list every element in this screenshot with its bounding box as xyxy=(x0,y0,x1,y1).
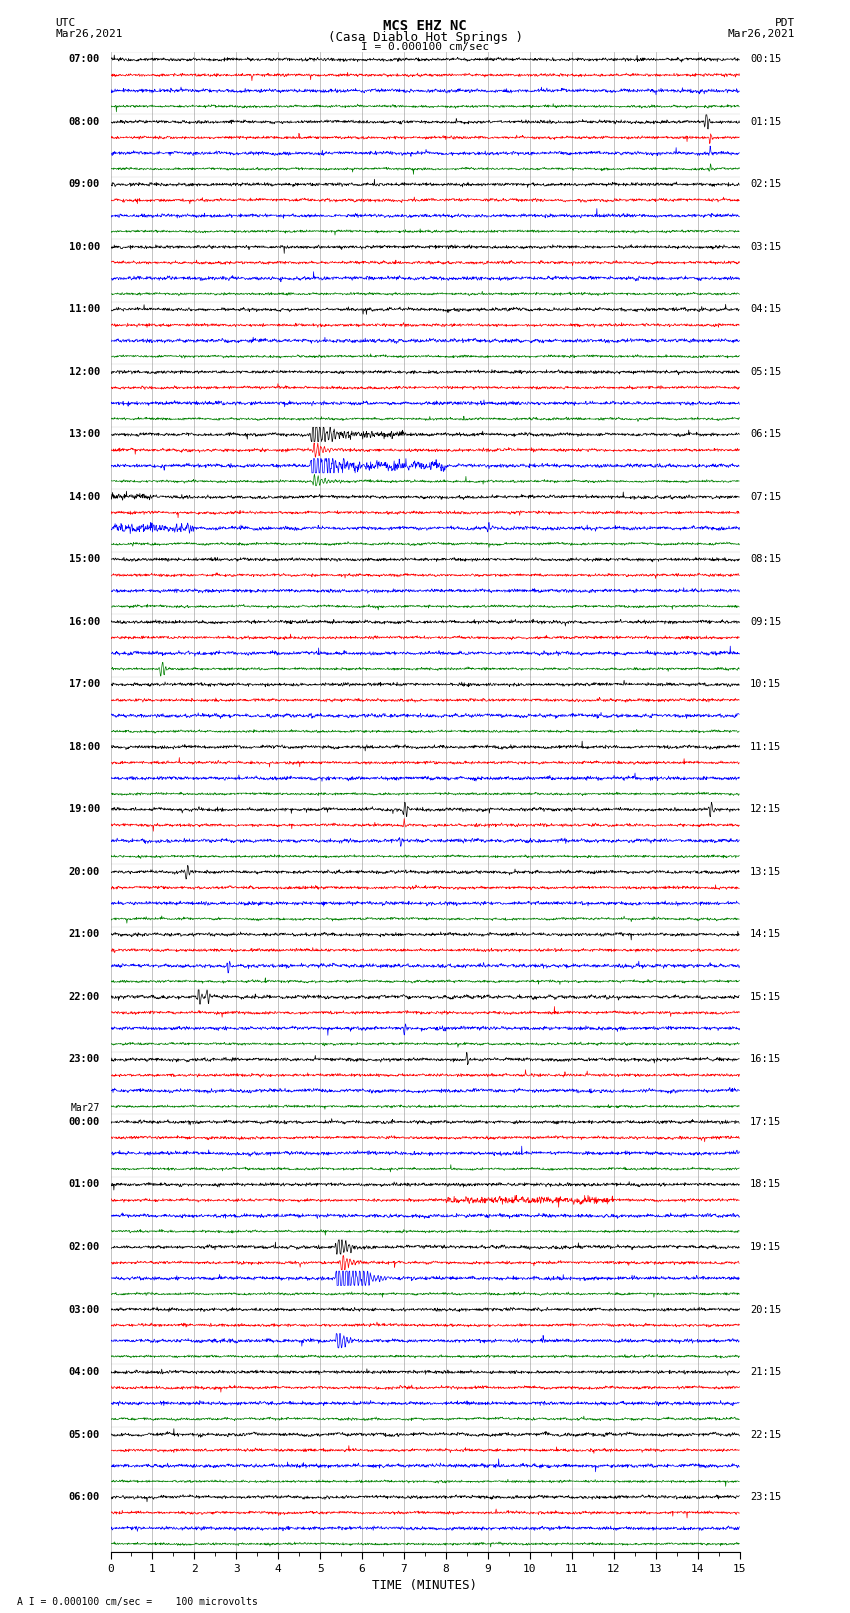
Text: I = 0.000100 cm/sec: I = 0.000100 cm/sec xyxy=(361,42,489,52)
Text: 23:15: 23:15 xyxy=(750,1492,781,1502)
Text: 14:15: 14:15 xyxy=(750,929,781,939)
Text: 02:00: 02:00 xyxy=(69,1242,100,1252)
Text: 11:15: 11:15 xyxy=(750,742,781,752)
Text: 08:00: 08:00 xyxy=(69,116,100,127)
X-axis label: TIME (MINUTES): TIME (MINUTES) xyxy=(372,1579,478,1592)
Text: 16:15: 16:15 xyxy=(750,1055,781,1065)
Text: 05:15: 05:15 xyxy=(750,366,781,377)
Text: 20:00: 20:00 xyxy=(69,866,100,877)
Text: 22:15: 22:15 xyxy=(750,1429,781,1439)
Text: 02:15: 02:15 xyxy=(750,179,781,189)
Text: 18:15: 18:15 xyxy=(750,1179,781,1189)
Text: 18:00: 18:00 xyxy=(69,742,100,752)
Text: 21:00: 21:00 xyxy=(69,929,100,939)
Text: MCS EHZ NC: MCS EHZ NC xyxy=(383,19,467,34)
Text: 19:15: 19:15 xyxy=(750,1242,781,1252)
Text: 07:15: 07:15 xyxy=(750,492,781,502)
Text: 15:15: 15:15 xyxy=(750,992,781,1002)
Text: 04:15: 04:15 xyxy=(750,305,781,315)
Text: 04:00: 04:00 xyxy=(69,1366,100,1378)
Text: UTC: UTC xyxy=(55,18,76,27)
Text: 10:00: 10:00 xyxy=(69,242,100,252)
Text: 00:00: 00:00 xyxy=(69,1116,100,1127)
Text: 22:00: 22:00 xyxy=(69,992,100,1002)
Text: 13:15: 13:15 xyxy=(750,866,781,877)
Text: 17:15: 17:15 xyxy=(750,1116,781,1127)
Text: 00:15: 00:15 xyxy=(750,55,781,65)
Text: 12:15: 12:15 xyxy=(750,805,781,815)
Text: 21:15: 21:15 xyxy=(750,1366,781,1378)
Text: 19:00: 19:00 xyxy=(69,805,100,815)
Text: 11:00: 11:00 xyxy=(69,305,100,315)
Text: 20:15: 20:15 xyxy=(750,1305,781,1315)
Text: 17:00: 17:00 xyxy=(69,679,100,689)
Text: 10:15: 10:15 xyxy=(750,679,781,689)
Text: 07:00: 07:00 xyxy=(69,55,100,65)
Text: 03:00: 03:00 xyxy=(69,1305,100,1315)
Text: 15:00: 15:00 xyxy=(69,555,100,565)
Text: 01:15: 01:15 xyxy=(750,116,781,127)
Text: 06:15: 06:15 xyxy=(750,429,781,439)
Text: 09:00: 09:00 xyxy=(69,179,100,189)
Text: Mar27: Mar27 xyxy=(71,1103,100,1113)
Text: PDT: PDT xyxy=(774,18,795,27)
Text: 05:00: 05:00 xyxy=(69,1429,100,1439)
Text: 13:00: 13:00 xyxy=(69,429,100,439)
Text: 23:00: 23:00 xyxy=(69,1055,100,1065)
Text: Mar26,2021: Mar26,2021 xyxy=(55,29,122,39)
Text: 01:00: 01:00 xyxy=(69,1179,100,1189)
Text: 06:00: 06:00 xyxy=(69,1492,100,1502)
Text: 16:00: 16:00 xyxy=(69,616,100,627)
Text: (Casa Diablo Hot Springs ): (Casa Diablo Hot Springs ) xyxy=(327,31,523,44)
Text: 09:15: 09:15 xyxy=(750,616,781,627)
Text: 08:15: 08:15 xyxy=(750,555,781,565)
Text: 14:00: 14:00 xyxy=(69,492,100,502)
Text: Mar26,2021: Mar26,2021 xyxy=(728,29,795,39)
Text: 12:00: 12:00 xyxy=(69,366,100,377)
Text: A I = 0.000100 cm/sec =    100 microvolts: A I = 0.000100 cm/sec = 100 microvolts xyxy=(17,1597,258,1607)
Text: 03:15: 03:15 xyxy=(750,242,781,252)
